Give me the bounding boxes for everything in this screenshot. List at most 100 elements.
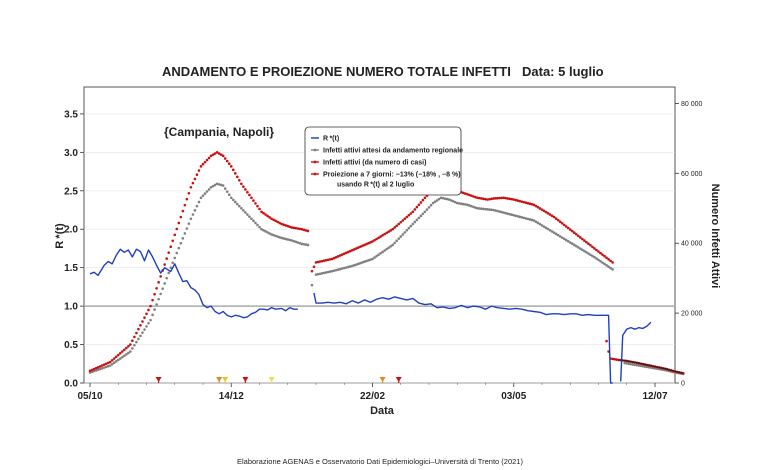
data-point — [284, 237, 288, 241]
data-point — [278, 221, 281, 225]
data-point — [484, 207, 487, 211]
data-point — [298, 241, 302, 245]
data-point — [409, 224, 413, 228]
data-point — [219, 183, 223, 187]
data-point — [353, 263, 356, 267]
data-point — [351, 248, 354, 252]
data-point — [381, 250, 384, 254]
data-point — [238, 179, 241, 182]
data-point — [462, 202, 465, 206]
data-point — [149, 304, 152, 308]
data-point — [118, 357, 122, 360]
data-point — [108, 364, 112, 367]
data-point — [615, 358, 618, 361]
data-point — [274, 234, 277, 238]
data-point — [262, 228, 265, 232]
data-point — [611, 261, 614, 264]
y-right-tick-label: 20 000 — [681, 311, 703, 318]
data-point — [603, 262, 606, 266]
data-point — [330, 269, 334, 273]
data-point — [595, 257, 598, 260]
data-point — [90, 368, 94, 372]
data-point — [607, 265, 610, 269]
data-point — [248, 193, 251, 197]
y-left-tick-label: 2.0 — [64, 225, 78, 236]
data-point — [552, 231, 556, 235]
data-point — [363, 243, 366, 247]
data-point — [488, 197, 491, 201]
data-point — [163, 263, 166, 266]
data-point — [288, 238, 292, 242]
data-point — [510, 197, 514, 201]
dot-series-0 — [88, 182, 685, 376]
data-point — [258, 225, 261, 229]
data-point — [355, 247, 358, 250]
data-point — [147, 308, 150, 312]
data-point — [302, 242, 306, 246]
data-point — [593, 255, 596, 259]
data-point — [324, 271, 328, 274]
data-point — [407, 213, 411, 217]
data-point — [579, 236, 582, 239]
data-point — [570, 229, 574, 233]
data-point — [508, 197, 512, 201]
data-point — [250, 217, 253, 221]
data-point — [326, 258, 330, 262]
data-point — [98, 365, 102, 368]
data-point — [242, 185, 245, 188]
data-point — [502, 211, 505, 214]
data-point — [613, 357, 616, 361]
y-axis-left: 0.0 0.5 1.0 1.5 2.0 2.5 3.0 3.5 — [64, 109, 84, 390]
data-point — [116, 353, 120, 357]
y-left-tick-label: 0.5 — [64, 340, 78, 351]
data-point — [403, 231, 407, 234]
data-point — [229, 196, 233, 200]
data-point — [137, 337, 140, 341]
data-point — [286, 238, 290, 241]
data-point — [413, 208, 417, 211]
data-point — [233, 200, 237, 204]
data-point — [385, 247, 388, 251]
y-right-tick-label: 80 000 — [681, 101, 703, 108]
data-point — [365, 259, 368, 263]
data-point — [187, 191, 191, 195]
data-point — [476, 206, 479, 210]
data-point — [322, 271, 326, 275]
data-point — [518, 199, 522, 203]
event-marker-0 — [155, 377, 162, 382]
data-point — [135, 340, 138, 344]
data-point — [129, 350, 132, 353]
data-point — [342, 266, 346, 270]
data-point — [353, 248, 356, 251]
data-point — [474, 206, 477, 209]
data-point — [564, 225, 568, 228]
data-point — [464, 203, 467, 206]
legend-label-cases: Infetti attivi (da numero di casi) — [323, 160, 426, 167]
data-point — [474, 195, 477, 199]
data-point — [346, 265, 350, 269]
data-point — [340, 267, 344, 270]
data-point — [498, 210, 501, 213]
data-point — [288, 225, 292, 229]
data-point — [171, 261, 175, 265]
data-point — [486, 208, 489, 211]
data-point — [100, 364, 104, 367]
data-point — [328, 270, 332, 273]
data-point — [466, 192, 469, 196]
data-point — [181, 209, 185, 213]
data-point — [405, 215, 409, 219]
data-point — [552, 215, 556, 219]
data-point — [379, 252, 382, 255]
data-point — [355, 263, 358, 266]
data-point — [197, 169, 201, 172]
data-point — [195, 173, 199, 177]
data-point — [514, 214, 518, 218]
data-point — [290, 239, 294, 242]
data-point — [296, 227, 300, 230]
data-point — [367, 241, 370, 245]
data-point — [540, 208, 544, 211]
data-point — [286, 224, 290, 228]
data-point — [346, 250, 350, 254]
data-point — [123, 348, 126, 352]
